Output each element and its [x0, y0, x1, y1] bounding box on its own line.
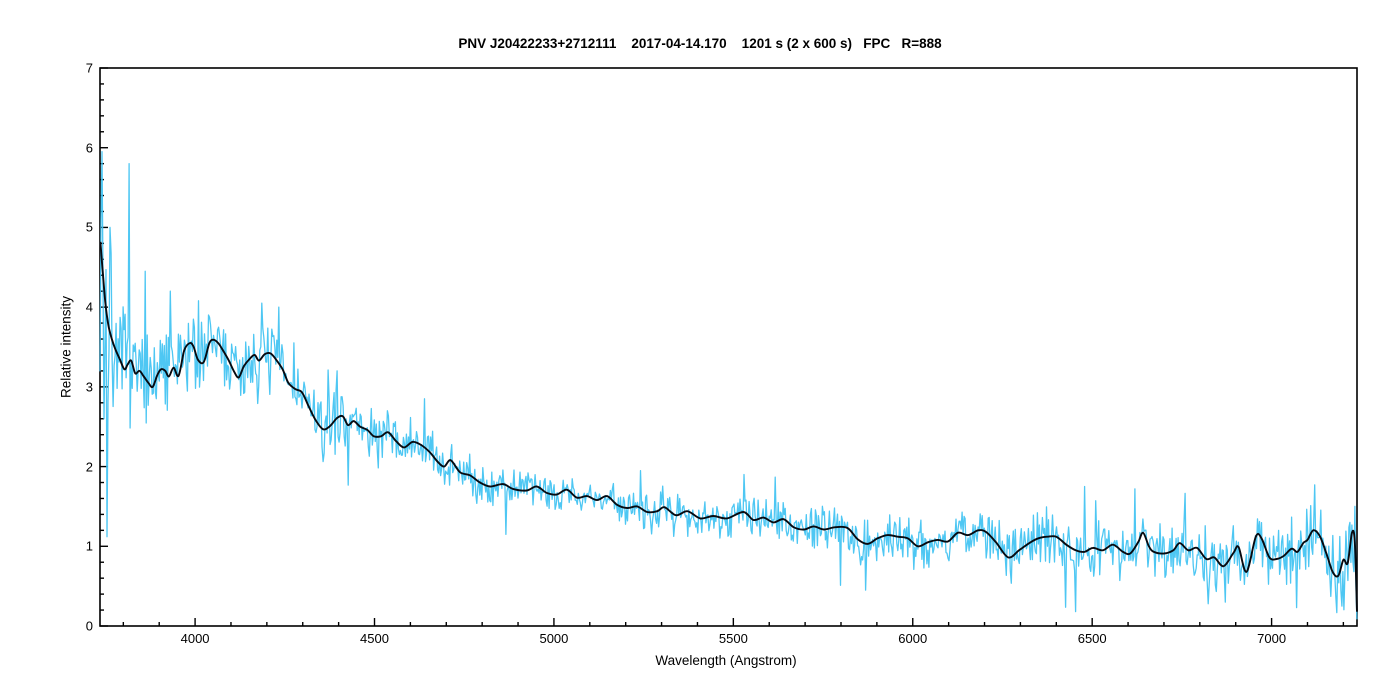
y-tick-label: 7 [85, 60, 93, 76]
x-tick-label: 4500 [360, 631, 389, 646]
y-tick-label: 5 [85, 219, 93, 235]
y-tick-label: 0 [85, 618, 93, 634]
y-tick-label: 2 [85, 459, 93, 475]
x-tick-label: 5000 [539, 631, 569, 646]
raw-spectrum-line [99, 151, 1358, 620]
x-tick-label: 4000 [180, 631, 210, 646]
y-tick-label: 3 [85, 379, 93, 395]
y-tick-label: 4 [85, 299, 93, 315]
y-tick-label: 1 [85, 538, 93, 554]
x-tick-label: 6000 [898, 631, 928, 646]
y-tick-label: 6 [85, 140, 93, 156]
x-tick-label: 5500 [718, 631, 748, 646]
chart-title: PNV J20422233+2712111 2017-04-14.170 120… [458, 36, 942, 51]
x-axis-label: Wavelength (Angstrom) [655, 653, 797, 668]
plot-frame [99, 67, 1358, 627]
x-tick-label: 7000 [1257, 631, 1287, 646]
smoothed-spectrum-line [99, 241, 1358, 612]
x-tick-label: 6500 [1077, 631, 1107, 646]
